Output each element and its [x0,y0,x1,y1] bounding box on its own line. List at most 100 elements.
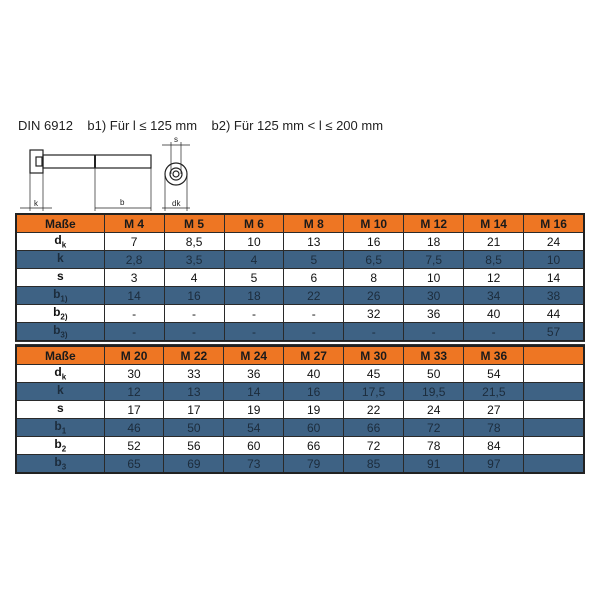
table-row: b1) 14 16 18 22 26 30 34 38 [15,286,585,305]
table-cell: 6 [283,268,345,287]
column-header: M 33 [403,345,465,365]
table-cell: 57 [523,322,585,342]
table-cell: 27 [463,400,525,419]
table-cell: - [163,304,225,323]
table-cell: 7,5 [403,250,465,269]
table-cell [523,436,585,455]
table-row: b3) - - - - - - -57 [15,322,585,342]
column-header: M 36 [463,345,525,365]
table-cell [523,454,585,474]
column-header: M 6 [223,213,285,233]
row-label-text: k [56,251,64,266]
table-cell: 17 [103,400,165,419]
row-label-text: d [54,365,62,380]
table-cell: 4 [163,268,225,287]
table-cell: 10 [403,268,465,287]
table-cell: 36 [403,304,465,323]
table-cell: 32 [343,304,405,323]
row-label-text: b [54,419,62,434]
row-label: k [15,382,105,401]
table-cell: 8 [343,268,405,287]
column-header: M 16 [523,213,585,233]
table-cell: - [103,322,165,342]
table-cell: 14 [523,268,585,287]
table-cell: - [463,322,525,342]
row-label-text: s [56,269,64,284]
table-cell: 78 [403,436,465,455]
table-cell: 36 [223,364,285,383]
table-cell: - [283,304,345,323]
table-cell: 66 [283,436,345,455]
row-label: b2) [15,304,105,323]
row-label-text: b [54,455,62,470]
column-header: M 27 [283,345,345,365]
row-label-text: b [53,305,61,320]
table-cell: 72 [343,436,405,455]
table-cell: 73 [223,454,285,474]
table-row: k 12 13 14 16 17,5 19,5 21,5 [15,382,585,401]
table-cell: 30 [403,286,465,305]
table-cell: - [163,322,225,342]
table-row: s 17 17 19 19 22 24 27 [15,400,585,419]
row-label-text: k [56,383,64,398]
table-cell: 16 [283,382,345,401]
table-cell: 10 [523,250,585,269]
row-label: dk [15,232,105,251]
table-cell: 14 [103,286,165,305]
table-cell: 3 [103,268,165,287]
table-cell: - [223,322,285,342]
table-cell: 65 [103,454,165,474]
row-label-sub: 2 [61,444,67,454]
row-label-text: s [56,401,64,416]
table-row: s 3 4 5 6 8 10 12 14 [15,268,585,287]
table-cell: 40 [283,364,345,383]
row-label-text: b [53,323,61,338]
table-cell: 60 [223,436,285,455]
table-cell: 52 [103,436,165,455]
table-cell: 19,5 [403,382,465,401]
row-label-sub: k [61,372,67,382]
screw-diagram: k b s dk [20,135,190,211]
column-header: M 14 [463,213,525,233]
column-header: M 8 [283,213,345,233]
table-row: b2 52 56 60 66 72 78 84 [15,436,585,455]
table-cell [523,382,585,401]
table-cell: 69 [163,454,225,474]
dk-label: dk [172,199,181,208]
row-label-sub: 3) [60,330,68,340]
table-cell: 16 [163,286,225,305]
table-row: b3 65 69 73 79 85 91 97 [15,454,585,474]
table-cell: 7 [103,232,165,251]
table-cell: 14 [223,382,285,401]
column-header: M 10 [343,213,405,233]
column-header: M 12 [403,213,465,233]
table-cell: 24 [523,232,585,251]
table-cell: 21 [463,232,525,251]
table-cell: 2,8 [103,250,165,269]
table-cell: 33 [163,364,225,383]
column-header [523,345,585,365]
table-cell: 6,5 [343,250,405,269]
table-cell: - [403,322,465,342]
header-row: Maße M 20 M 22 M 24 M 27 M 30 M 33 M 36 [15,345,585,365]
table-cell: 85 [343,454,405,474]
table-cell: 56 [163,436,225,455]
table-cell: 12 [103,382,165,401]
table-cell [523,400,585,419]
b-label: b [120,198,125,207]
table-cell: 3,5 [163,250,225,269]
dimension-table-large: Maße M 20 M 22 M 24 M 27 M 30 M 33 M 36 dk 30 33 36… [15,345,585,474]
table-cell [523,418,585,437]
table-cell: 91 [403,454,465,474]
row-label-text: d [54,233,62,248]
row-label: b3 [15,454,105,474]
row-label: s [15,268,105,287]
table-cell: 50 [163,418,225,437]
column-header: M 22 [163,345,225,365]
table-cell: 17 [163,400,225,419]
table-cell: 12 [463,268,525,287]
row-label-text: b [53,287,61,302]
table-cell: 66 [343,418,405,437]
